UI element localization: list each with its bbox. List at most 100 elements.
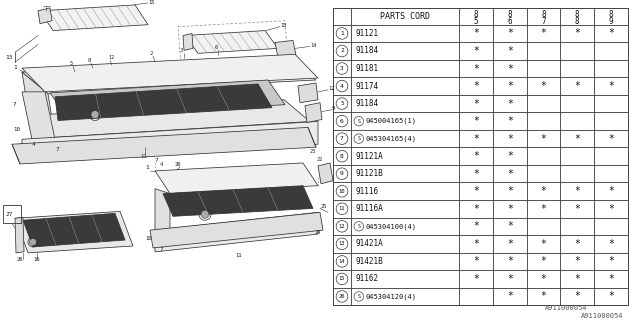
Text: 91162: 91162 <box>355 275 378 284</box>
Bar <box>459 252 493 270</box>
Text: 12: 12 <box>108 55 115 60</box>
Bar <box>594 130 628 148</box>
Polygon shape <box>22 92 55 139</box>
Text: *: * <box>507 116 513 126</box>
Bar <box>527 60 561 77</box>
Bar <box>459 130 493 148</box>
Bar <box>527 252 561 270</box>
Text: 4: 4 <box>340 84 344 89</box>
Bar <box>351 165 459 182</box>
Text: 91121: 91121 <box>355 29 378 38</box>
Text: 045004165(1): 045004165(1) <box>365 118 416 124</box>
Text: 8: 8 <box>575 10 580 19</box>
Bar <box>527 288 561 305</box>
Text: 13: 13 <box>5 55 13 60</box>
Bar <box>594 235 628 252</box>
Text: *: * <box>473 151 479 161</box>
Bar <box>459 270 493 288</box>
Bar <box>527 218 561 235</box>
Text: 91174: 91174 <box>355 82 378 91</box>
Bar <box>527 25 561 42</box>
Text: *: * <box>473 274 479 284</box>
Polygon shape <box>15 212 133 253</box>
Bar <box>561 252 594 270</box>
Polygon shape <box>50 80 285 117</box>
Polygon shape <box>298 83 318 103</box>
Bar <box>351 25 459 42</box>
Bar <box>561 200 594 218</box>
Text: *: * <box>541 256 547 266</box>
Bar <box>333 42 351 60</box>
Bar <box>561 112 594 130</box>
Text: S: S <box>357 136 360 141</box>
Text: *: * <box>507 292 513 301</box>
Bar <box>493 218 527 235</box>
Polygon shape <box>29 100 310 137</box>
Bar <box>493 95 527 112</box>
Text: *: * <box>507 46 513 56</box>
Text: 045304165(4): 045304165(4) <box>365 135 416 142</box>
Text: 10: 10 <box>145 236 152 241</box>
Text: *: * <box>541 204 547 214</box>
Text: *: * <box>507 169 513 179</box>
Polygon shape <box>23 213 125 247</box>
Text: 12: 12 <box>328 86 335 92</box>
Polygon shape <box>15 217 24 253</box>
Text: *: * <box>608 274 614 284</box>
Text: *: * <box>574 81 580 91</box>
Text: PARTS CORD: PARTS CORD <box>380 12 430 21</box>
Text: 8: 8 <box>609 10 613 19</box>
Text: 7: 7 <box>541 17 546 26</box>
Text: 26: 26 <box>17 257 24 262</box>
Bar <box>3 205 21 223</box>
Text: *: * <box>507 134 513 144</box>
Bar <box>527 270 561 288</box>
Bar <box>493 8 527 25</box>
Text: *: * <box>507 81 513 91</box>
Bar <box>333 165 351 182</box>
Bar <box>459 218 493 235</box>
Bar <box>527 165 561 182</box>
Polygon shape <box>183 34 193 50</box>
Text: 045304120(4): 045304120(4) <box>365 293 416 300</box>
Text: *: * <box>574 292 580 301</box>
Text: 91421A: 91421A <box>355 239 383 248</box>
Bar <box>333 130 351 148</box>
Text: *: * <box>507 186 513 196</box>
Bar <box>351 218 459 235</box>
Polygon shape <box>22 58 316 94</box>
Bar <box>459 165 493 182</box>
Text: *: * <box>507 204 513 214</box>
Text: *: * <box>574 134 580 144</box>
Text: *: * <box>574 186 580 196</box>
Polygon shape <box>40 5 148 31</box>
Bar <box>459 182 493 200</box>
Bar <box>333 252 351 270</box>
Bar <box>561 182 594 200</box>
Text: 1: 1 <box>145 165 148 171</box>
Bar <box>351 112 459 130</box>
Text: 8: 8 <box>541 10 546 19</box>
Bar <box>594 60 628 77</box>
Bar <box>459 8 493 25</box>
Polygon shape <box>22 122 318 162</box>
Text: 15: 15 <box>339 276 345 281</box>
Text: *: * <box>473 28 479 38</box>
Text: *: * <box>541 239 547 249</box>
Bar <box>594 252 628 270</box>
Bar <box>493 252 527 270</box>
Bar <box>561 148 594 165</box>
Text: 8: 8 <box>340 154 344 159</box>
Text: *: * <box>574 239 580 249</box>
Text: 27: 27 <box>5 212 13 217</box>
Text: *: * <box>608 292 614 301</box>
Text: 25: 25 <box>321 204 328 209</box>
Bar <box>561 8 594 25</box>
Text: A911000054: A911000054 <box>580 313 623 319</box>
Text: *: * <box>608 256 614 266</box>
Text: *: * <box>507 221 513 231</box>
Bar <box>493 130 527 148</box>
Text: 91184: 91184 <box>355 99 378 108</box>
Bar <box>333 148 351 165</box>
Bar <box>459 112 493 130</box>
